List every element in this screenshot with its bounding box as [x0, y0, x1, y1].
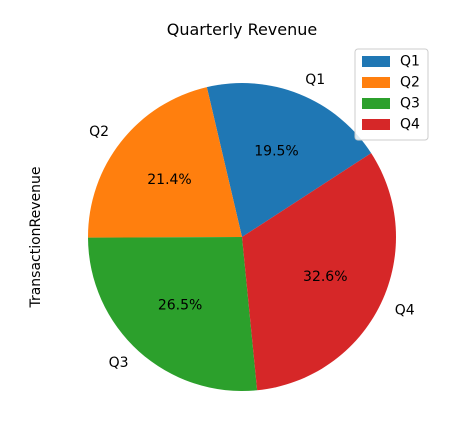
legend-frame [354, 48, 429, 141]
pie-slices [87, 82, 396, 391]
y-axis-label: TransactionRevenue [28, 166, 44, 308]
legend-label-q2: Q2 [400, 75, 420, 91]
pie-slice-q2 [87, 87, 242, 238]
legend: Q1 Q2 Q3 Q4 [354, 48, 429, 141]
pie-slice-q4 [242, 153, 396, 391]
legend-label-q4: Q4 [400, 117, 420, 133]
pie-percent-label-q2: 21.4% [147, 172, 191, 188]
chart-title: Quarterly Revenue [167, 20, 318, 39]
pie-percent-label-q3: 26.5% [158, 298, 202, 314]
legend-swatch-q1 [362, 56, 390, 67]
legend-label-q1: Q1 [400, 54, 420, 70]
pie-category-label-q2: Q2 [89, 124, 109, 140]
pie-slice-q3 [88, 237, 258, 391]
pie-labels: 19.5% Q1 21.4% Q2 26.5% Q3 32.6% Q4 [89, 72, 415, 371]
legend-label-q3: Q3 [400, 96, 420, 112]
legend-swatch-q3 [362, 98, 390, 109]
pie-percent-label-q4: 32.6% [303, 269, 347, 285]
pie-category-label-q4: Q4 [395, 302, 415, 318]
legend-swatch-q4 [362, 119, 390, 130]
pie-category-label-q3: Q3 [109, 355, 129, 371]
pie-category-label-q1: Q1 [305, 72, 325, 88]
pie-slice-q1 [206, 82, 372, 237]
pie-percent-label-q1: 19.5% [254, 143, 298, 159]
legend-swatch-q2 [362, 77, 390, 88]
